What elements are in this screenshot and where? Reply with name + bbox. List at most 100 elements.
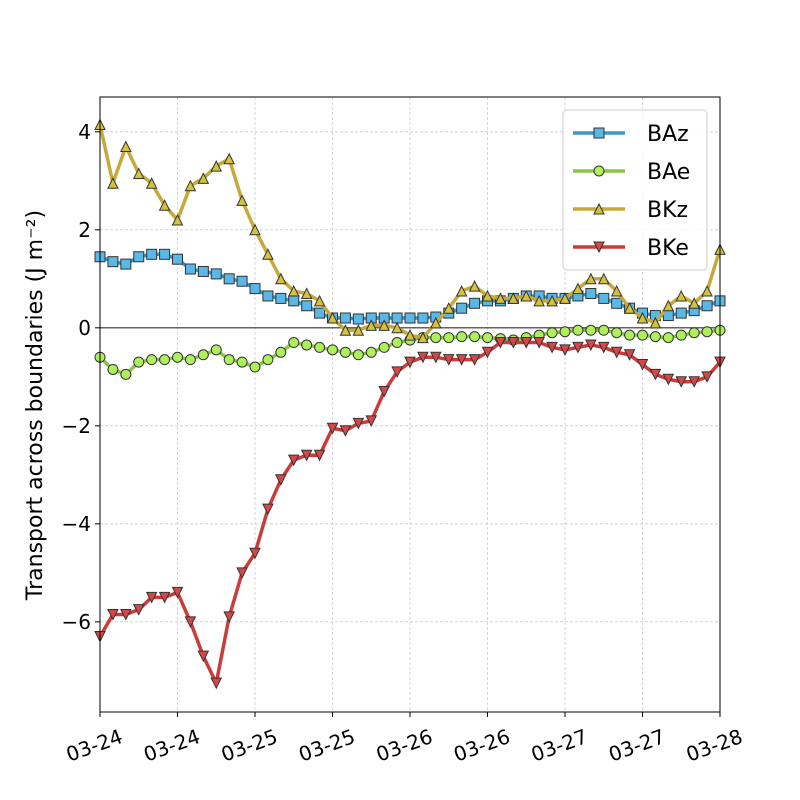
marker	[184, 354, 196, 366]
marker	[610, 346, 623, 359]
marker	[172, 351, 183, 363]
marker	[469, 331, 481, 343]
marker	[107, 177, 119, 189]
marker	[455, 284, 468, 297]
marker	[520, 289, 533, 302]
marker	[287, 284, 300, 297]
marker	[585, 324, 597, 336]
marker	[572, 282, 584, 295]
marker	[430, 351, 442, 364]
marker	[223, 611, 235, 624]
marker	[262, 248, 274, 260]
marker	[623, 349, 636, 361]
marker	[120, 258, 132, 270]
marker	[145, 177, 158, 189]
y-tick-label: −6	[62, 610, 91, 634]
legend-label: BAe	[647, 160, 690, 185]
marker	[662, 299, 675, 312]
marker	[249, 223, 261, 236]
marker	[365, 415, 378, 428]
marker	[313, 449, 326, 462]
marker	[533, 337, 545, 349]
marker	[262, 290, 274, 302]
marker	[339, 346, 351, 358]
marker	[159, 354, 171, 366]
y-tick-label: 4	[78, 120, 91, 144]
marker	[326, 311, 339, 324]
marker	[158, 199, 171, 211]
marker	[236, 194, 248, 206]
marker	[391, 337, 403, 349]
marker	[593, 241, 605, 254]
marker	[585, 272, 597, 285]
marker	[210, 268, 222, 280]
marker	[352, 324, 365, 336]
marker	[404, 329, 416, 341]
legend: BAz BAe BKz BKe	[562, 109, 708, 271]
marker	[637, 329, 648, 341]
marker	[171, 586, 184, 599]
marker	[210, 344, 222, 356]
marker	[249, 361, 261, 373]
marker	[159, 248, 171, 260]
marker	[133, 251, 145, 263]
marker	[559, 326, 571, 338]
marker	[585, 339, 597, 352]
marker	[520, 337, 533, 349]
marker	[197, 650, 210, 663]
marker	[287, 454, 300, 467]
marker	[339, 425, 352, 437]
marker	[546, 327, 558, 339]
marker	[378, 319, 390, 331]
marker	[636, 359, 649, 371]
marker	[624, 329, 636, 341]
marker	[430, 332, 442, 344]
marker	[301, 300, 313, 312]
marker	[572, 324, 584, 336]
marker	[107, 363, 119, 375]
marker	[210, 677, 223, 690]
marker	[623, 302, 636, 314]
marker	[507, 292, 520, 304]
marker	[442, 354, 455, 366]
marker	[482, 332, 493, 344]
marker	[133, 356, 145, 368]
marker	[352, 349, 364, 361]
marker	[300, 287, 313, 300]
marker	[132, 167, 145, 179]
marker	[455, 354, 468, 366]
marker	[184, 263, 196, 275]
marker	[171, 213, 184, 226]
marker	[611, 297, 623, 309]
marker	[391, 312, 403, 324]
marker	[184, 616, 197, 628]
marker	[610, 284, 623, 297]
marker	[301, 339, 313, 351]
marker	[146, 248, 158, 260]
x-tick-label: 03-25	[295, 724, 358, 766]
marker	[352, 417, 365, 430]
marker	[572, 341, 584, 354]
y-tick-label: −2	[62, 414, 91, 438]
legend-label: BKz	[647, 198, 688, 223]
marker	[236, 275, 248, 287]
marker	[249, 283, 261, 295]
marker	[146, 354, 158, 366]
marker	[662, 332, 674, 344]
marker	[352, 313, 364, 325]
marker	[546, 294, 558, 307]
marker	[481, 289, 494, 302]
marker	[675, 376, 688, 388]
y-axis-label: Transport across boundaries (J m⁻²)	[23, 210, 48, 601]
marker	[701, 284, 713, 297]
legend-label: BKe	[647, 236, 689, 261]
marker	[288, 337, 300, 349]
x-tick-label: 03-27	[605, 724, 668, 766]
marker	[688, 376, 700, 388]
marker	[417, 351, 429, 364]
marker	[378, 341, 390, 353]
marker	[197, 172, 210, 184]
marker	[275, 474, 287, 486]
marker	[145, 591, 158, 604]
